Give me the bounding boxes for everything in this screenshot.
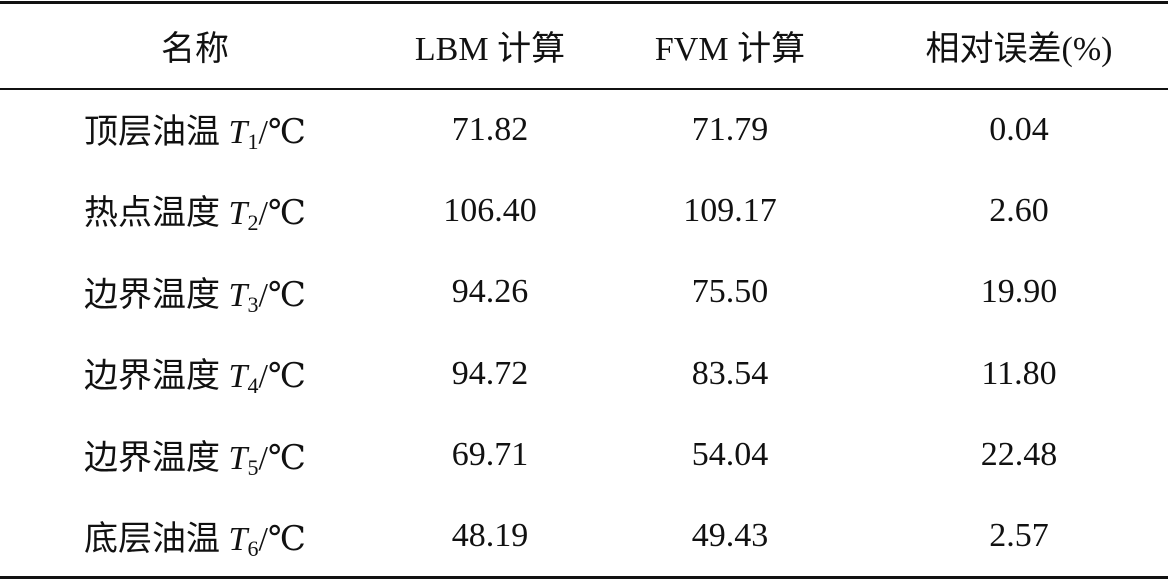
table-body: 顶层油温 T1/℃ 71.82 71.79 0.04 热点温度 T2/℃ 106.40 10… [0, 89, 1168, 578]
lbm-value: 71.82 [451, 110, 529, 148]
symbol: T [228, 439, 248, 477]
header-row: 名称 LBM 计算 FVM 计算 相对误差(%) [0, 3, 1168, 89]
error-value: 2.60 [989, 191, 1049, 229]
lbm-value: 48.19 [451, 517, 529, 554]
table-header: 名称 LBM 计算 FVM 计算 相对误差(%) [0, 2, 1168, 89]
symbol: T [228, 276, 248, 314]
lbm-value: 69.71 [451, 436, 529, 474]
header-cell: 名称 [161, 31, 229, 69]
subscript: 6 [247, 535, 259, 561]
symbol: T [228, 520, 248, 558]
error-value: 11.80 [981, 354, 1057, 392]
fvm-value: 75.50 [691, 273, 769, 311]
unit: /℃ [258, 195, 306, 233]
name-cell: 边界温度 T3/℃ [0, 252, 390, 334]
row-name: 边界温度 [84, 358, 221, 396]
error-value: 2.57 [989, 517, 1049, 554]
lbm-value: 106.40 [443, 191, 537, 229]
name-cell: 热点温度 T2/℃ [0, 170, 390, 252]
table-row: 边界温度 T5/℃ 69.71 54.04 22.48 [0, 415, 1168, 497]
row-name: 边界温度 [84, 276, 221, 314]
name-cell: 顶层油温 T1/℃ [0, 89, 390, 171]
unit: /℃ [258, 358, 306, 396]
row-name: 底层油温 [84, 520, 221, 558]
error-value: 22.48 [980, 436, 1058, 474]
fvm-value: 83.54 [691, 354, 769, 392]
subscript: 4 [247, 373, 259, 399]
header-cell: FVM 计算 [654, 31, 806, 69]
unit: /℃ [258, 520, 306, 558]
lbm-value: 94.26 [451, 273, 529, 311]
table-row: 边界温度 T3/℃ 94.26 75.50 19.90 [0, 252, 1168, 334]
unit: /℃ [258, 114, 306, 152]
header-cell: LBM 计算 [414, 31, 566, 69]
lbm-value: 94.72 [451, 354, 529, 392]
table-row: 底层油温 T6/℃ 48.19 49.43 2.57 [0, 496, 1168, 578]
fvm-value: 109.17 [683, 191, 777, 229]
subscript: 3 [247, 291, 259, 317]
table-row: 热点温度 T2/℃ 106.40 109.17 2.60 [0, 170, 1168, 252]
unit: /℃ [258, 439, 306, 477]
row-name: 顶层油温 [84, 114, 221, 152]
fvm-value: 54.04 [691, 436, 769, 474]
error-value: 19.90 [980, 273, 1058, 311]
symbol: T [228, 358, 248, 396]
row-name: 热点温度 [84, 195, 221, 233]
row-name: 边界温度 [84, 439, 221, 477]
subscript: 2 [247, 210, 259, 236]
name-cell: 边界温度 T4/℃ [0, 333, 390, 415]
table-row: 边界温度 T4/℃ 94.72 83.54 11.80 [0, 333, 1168, 415]
symbol: T [228, 195, 248, 233]
table-row: 顶层油温 T1/℃ 71.82 71.79 0.04 [0, 89, 1168, 171]
subscript: 1 [247, 129, 259, 155]
header-cell: 相对误差(%) [925, 31, 1113, 69]
subscript: 5 [247, 454, 259, 480]
name-cell: 底层油温 T6/℃ [0, 496, 390, 578]
error-value: 0.04 [989, 110, 1049, 148]
fvm-value: 71.79 [691, 110, 769, 148]
fvm-value: 49.43 [691, 517, 769, 554]
symbol: T [228, 114, 248, 152]
name-cell: 边界温度 T5/℃ [0, 415, 390, 497]
unit: /℃ [258, 276, 306, 314]
